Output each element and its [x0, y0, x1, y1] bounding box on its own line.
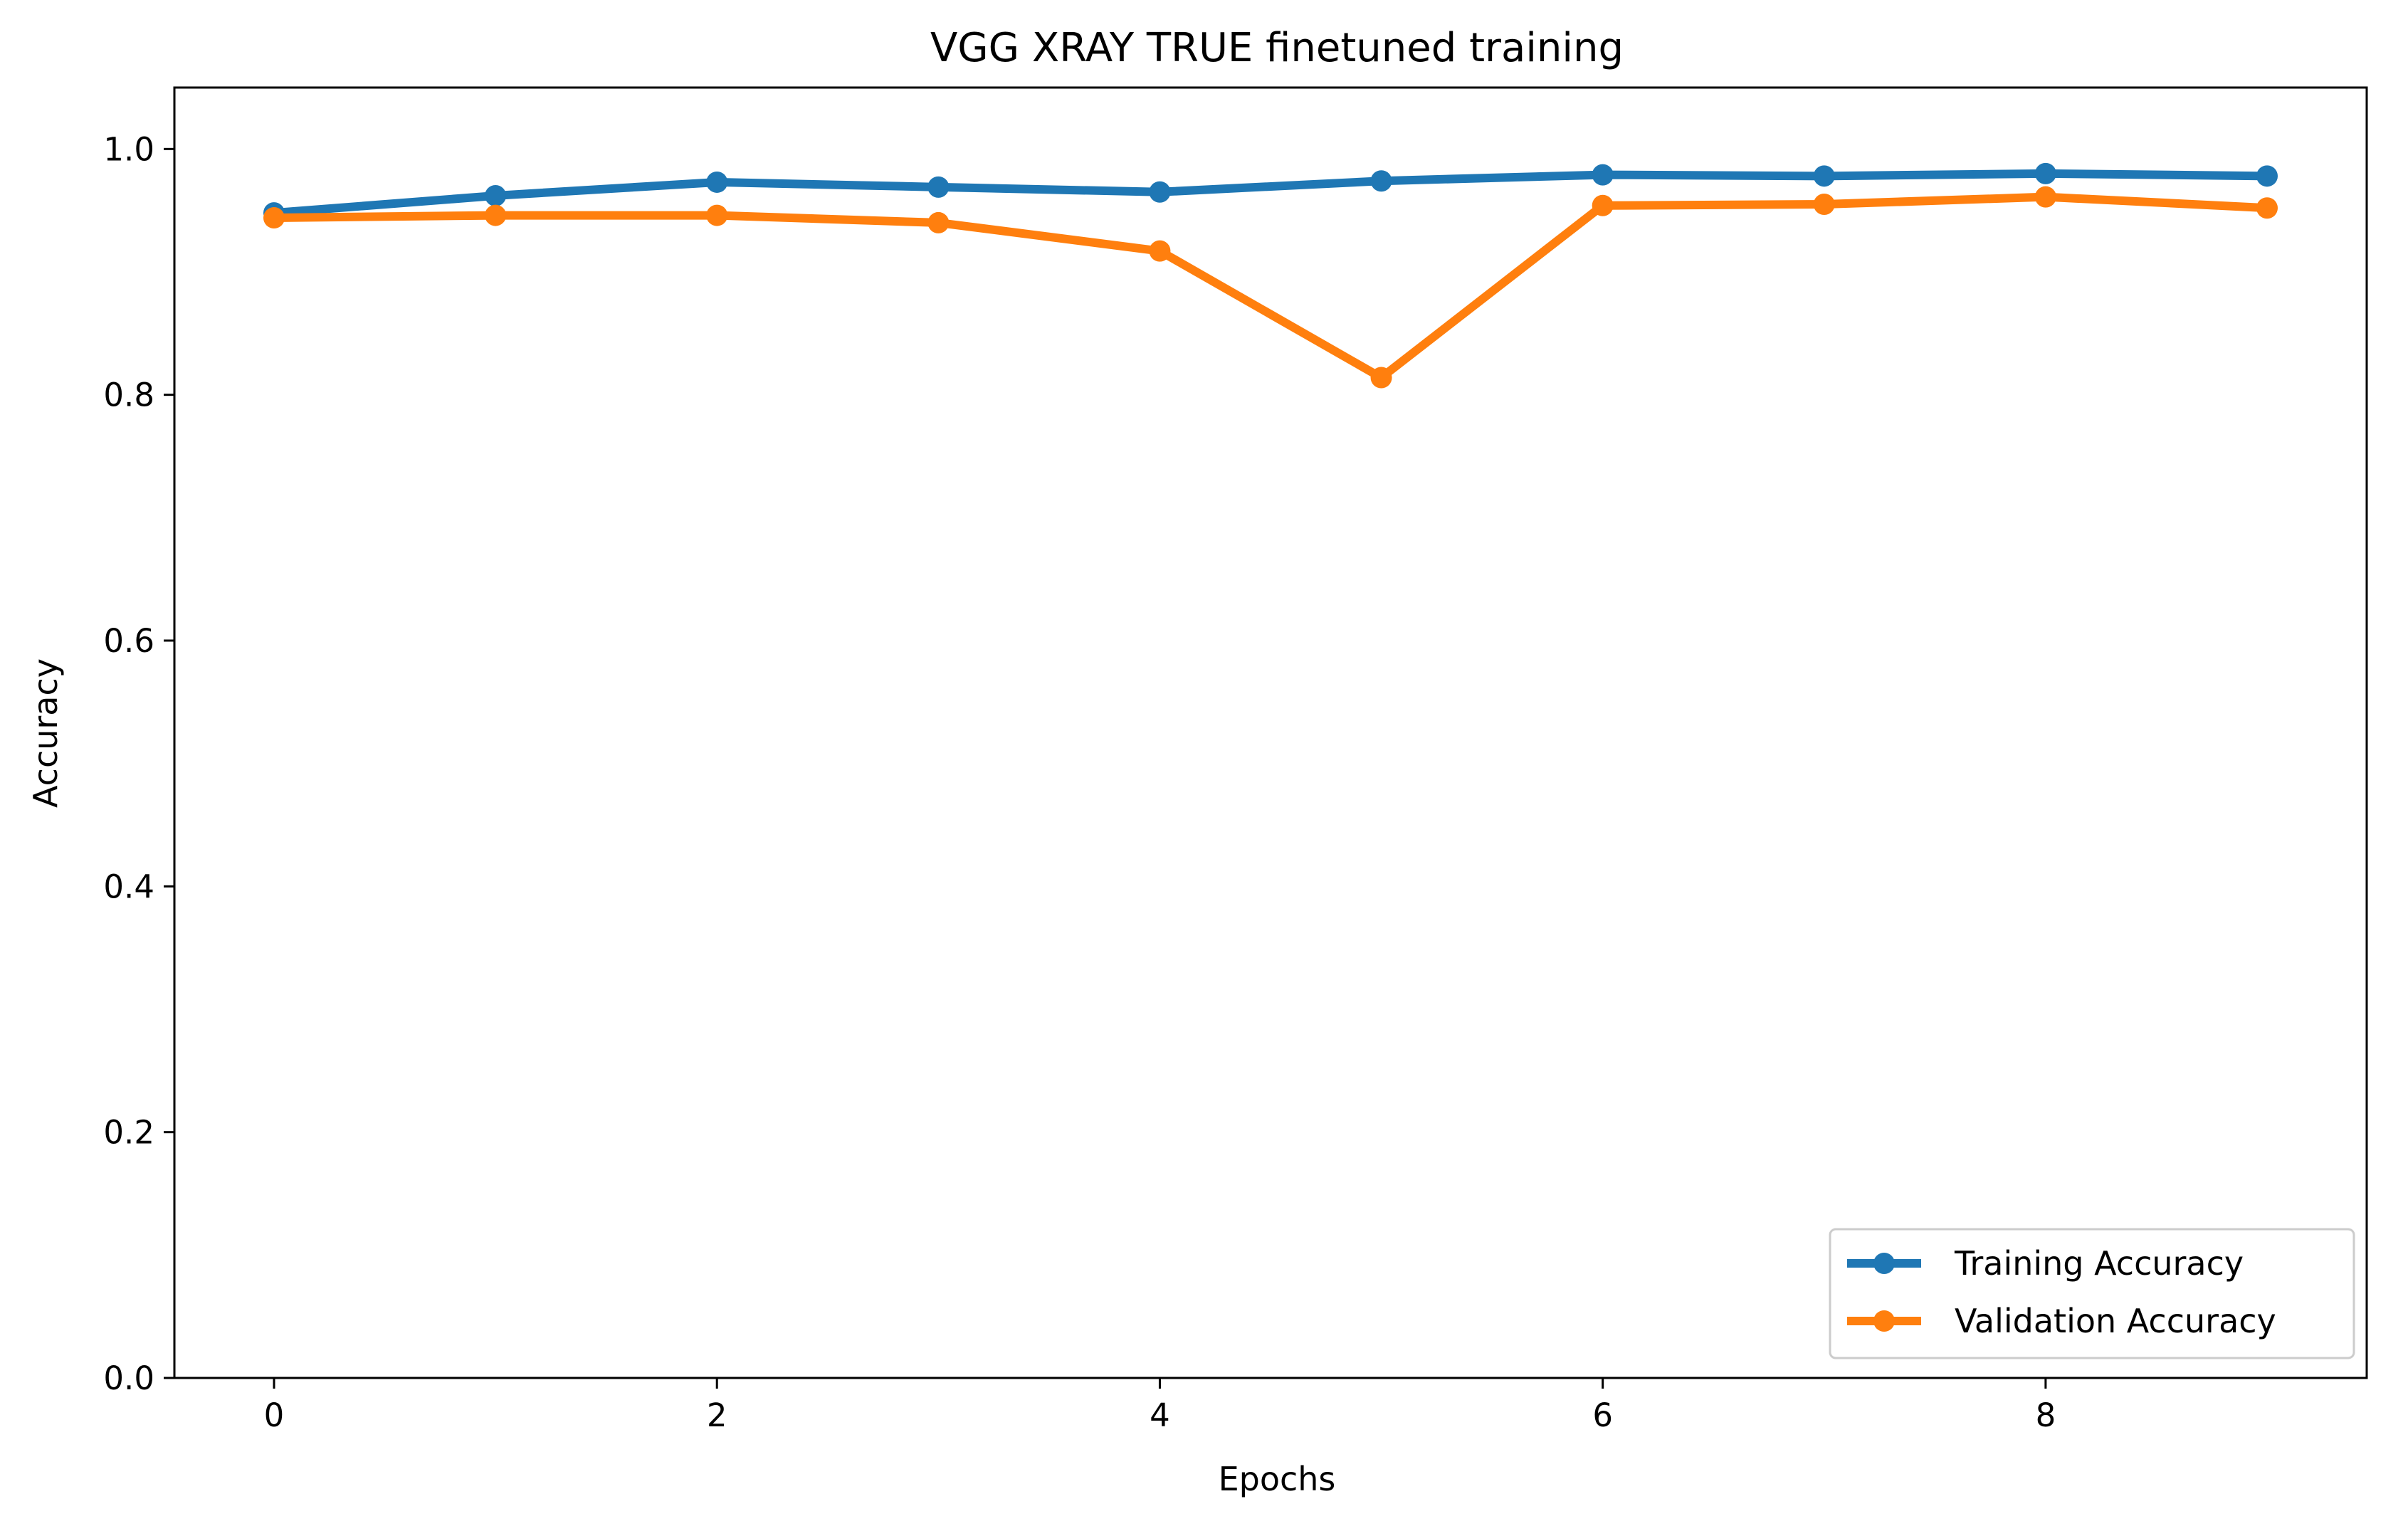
- y-axis-ticks: 0.0 0.2 0.4 0.6 0.8 1.0: [103, 130, 174, 1397]
- data-point: [1370, 170, 1392, 192]
- y-tick-label: 0.8: [103, 377, 154, 414]
- axes-frame: [173, 86, 2368, 1379]
- data-point: [2034, 162, 2056, 184]
- data-point: [485, 204, 507, 226]
- data-point: [1149, 240, 1171, 262]
- legend-entry-training: Training Accuracy: [1847, 1244, 2244, 1283]
- x-tick-label: 4: [1150, 1396, 1170, 1434]
- series-line-1: [273, 192, 2268, 382]
- y-tick-label: 0.2: [103, 1114, 154, 1152]
- x-axis-label: Epochs: [1219, 1460, 1336, 1498]
- data-point: [263, 207, 285, 229]
- data-point: [1149, 181, 1171, 203]
- legend-entry-validation: Validation Accuracy: [1847, 1302, 2276, 1340]
- data-point: [2256, 165, 2278, 187]
- legend: Training Accuracy Validation Accuracy: [1829, 1228, 2355, 1359]
- plot-area: [173, 86, 2368, 1379]
- x-tick-label: 6: [1592, 1396, 1613, 1434]
- data-point: [1813, 194, 1835, 216]
- y-tick-label: 0.0: [103, 1359, 154, 1397]
- data-point: [1592, 194, 1614, 216]
- y-axis-label: Accuracy: [26, 658, 65, 808]
- series-line-0: [273, 169, 2268, 218]
- legend-marker-training: [1873, 1253, 1895, 1274]
- y-tick-label: 0.4: [103, 868, 154, 905]
- data-point: [706, 171, 728, 193]
- data-point: [2256, 197, 2278, 219]
- legend-label-validation: Validation Accuracy: [1955, 1302, 2276, 1340]
- legend-marker-validation: [1873, 1310, 1895, 1332]
- data-point: [927, 211, 950, 233]
- x-tick-label: 0: [264, 1396, 285, 1434]
- data-point: [485, 184, 507, 206]
- series-layer: [263, 162, 2278, 389]
- chart-title: VGG XRAY TRUE finetuned training: [930, 25, 1624, 71]
- data-point: [927, 176, 950, 198]
- data-point: [706, 204, 728, 226]
- x-tick-label: 2: [707, 1396, 727, 1434]
- data-point: [2034, 186, 2056, 208]
- data-point: [1813, 165, 1835, 187]
- x-tick-label: 8: [2036, 1396, 2056, 1434]
- legend-box: [1829, 1228, 2355, 1359]
- y-tick-label: 1.0: [103, 130, 154, 168]
- y-tick-label: 0.6: [103, 622, 154, 660]
- x-axis-ticks: 0 2 4 6 8: [264, 1378, 2056, 1434]
- data-point: [1592, 164, 1614, 186]
- legend-label-training: Training Accuracy: [1954, 1244, 2244, 1283]
- data-point: [1370, 367, 1392, 389]
